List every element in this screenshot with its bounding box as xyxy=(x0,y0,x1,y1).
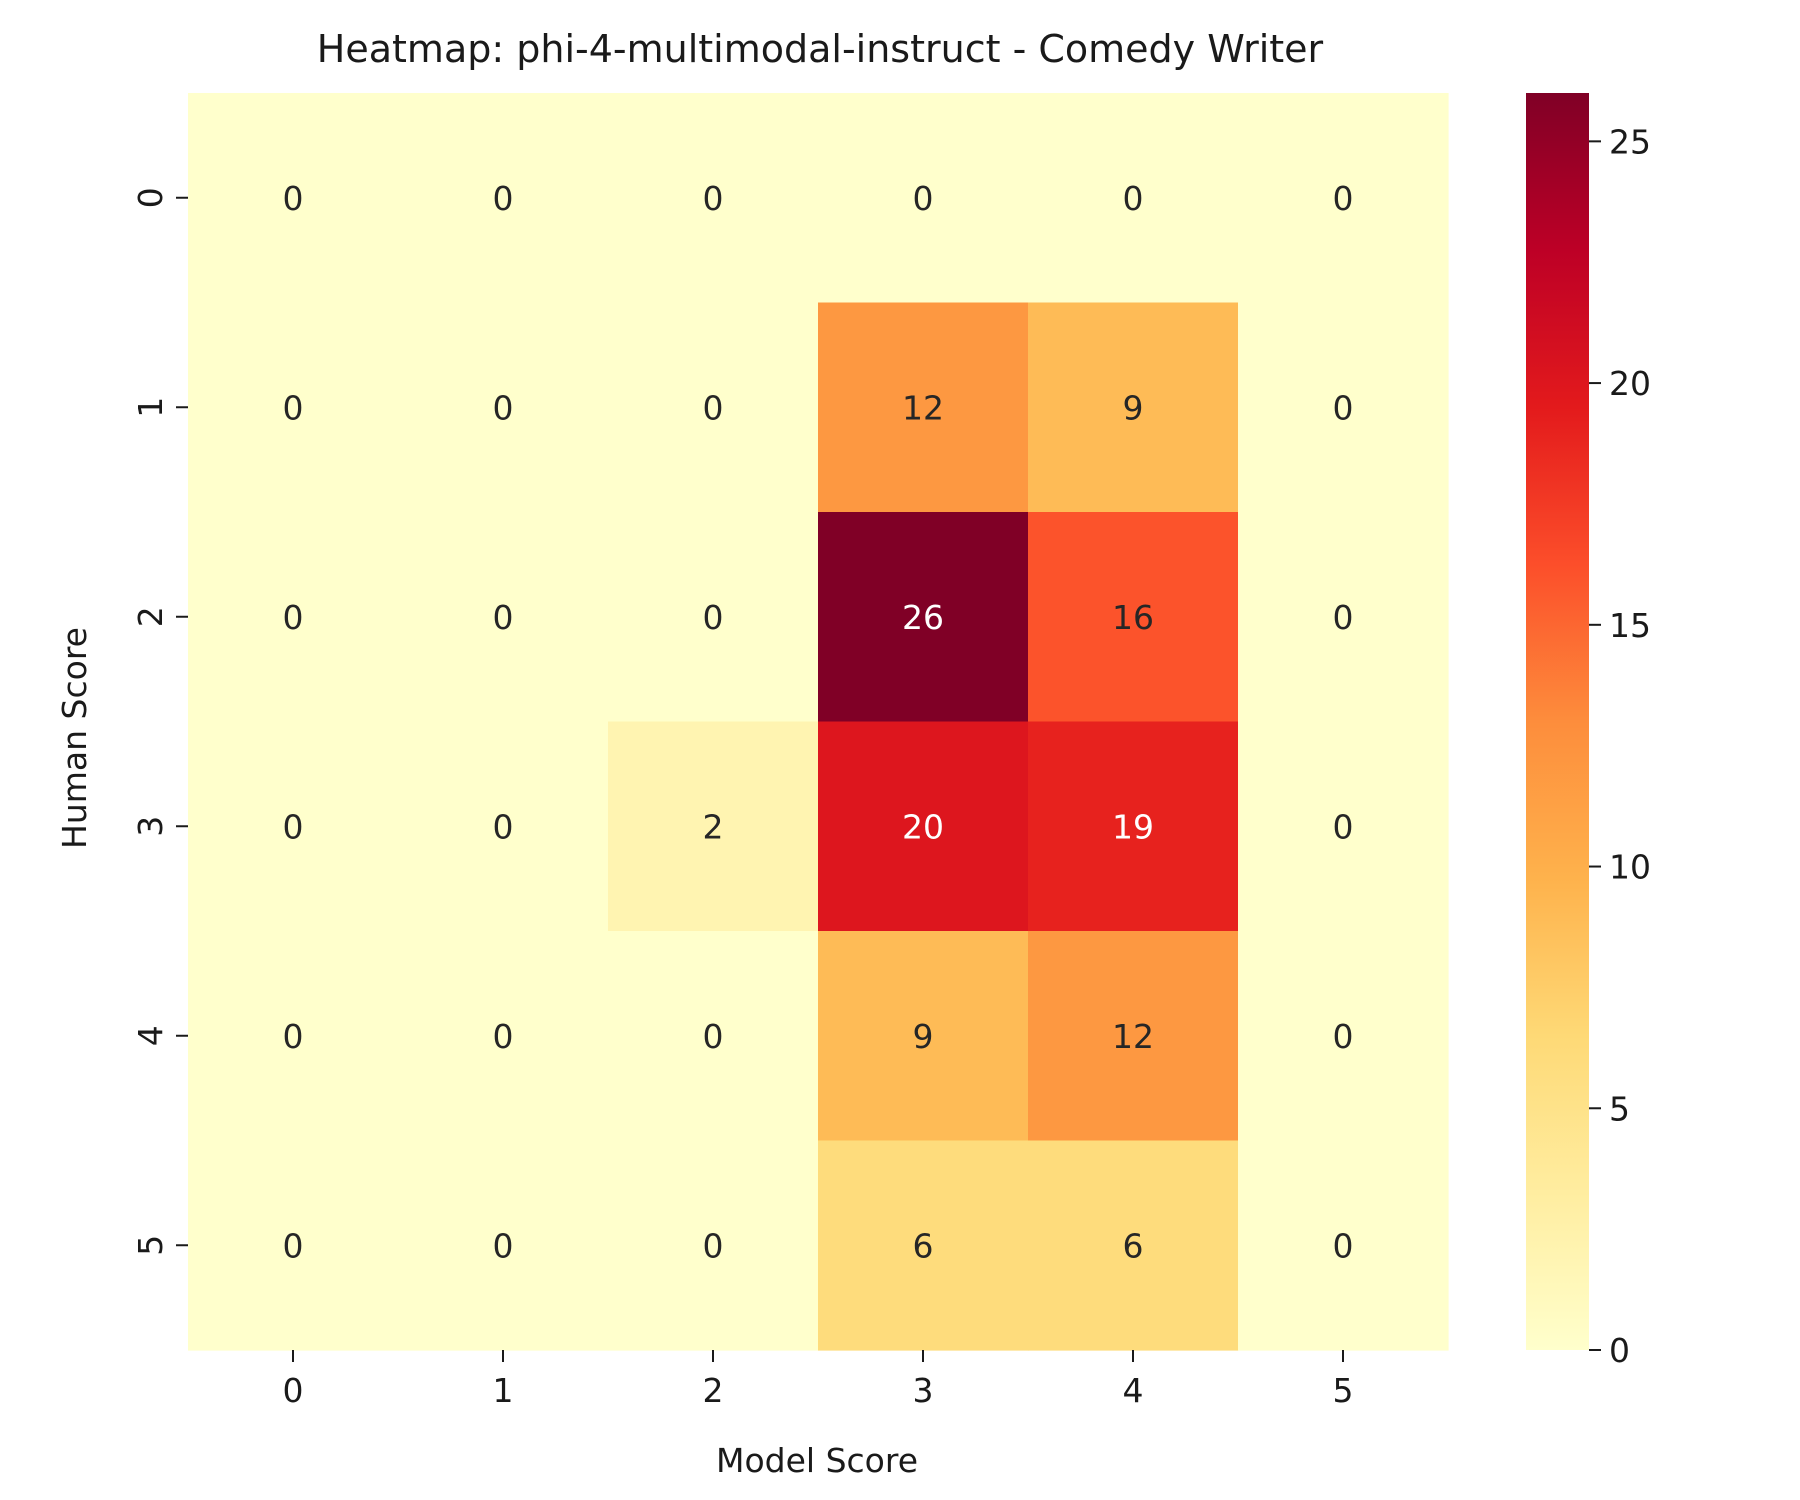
heatmap-cell xyxy=(1238,1140,1449,1351)
heatmap-cell xyxy=(608,302,819,513)
cell-value-label: 0 xyxy=(493,388,514,427)
cell-value-label: 0 xyxy=(703,598,724,637)
y-tick-label: 2 xyxy=(131,606,170,627)
cell-value-label: 6 xyxy=(1123,1226,1144,1265)
heatmap-cell xyxy=(398,721,609,932)
cell-value-label: 20 xyxy=(902,807,944,846)
heatmap-cell xyxy=(818,302,1029,513)
heatmap-cell xyxy=(1028,931,1239,1142)
heatmap-cell xyxy=(1238,512,1449,723)
heatmap-cell xyxy=(398,302,609,513)
heatmap-cell xyxy=(398,512,609,723)
cell-value-label: 0 xyxy=(283,598,304,637)
heatmap-cell xyxy=(398,1140,609,1351)
x-tick-label: 2 xyxy=(703,1371,724,1410)
heatmap-cell xyxy=(818,93,1029,304)
x-tick-label: 5 xyxy=(1333,1371,1354,1410)
heatmap-cell xyxy=(1028,1140,1239,1351)
x-axis: 0 1 2 3 4 5 xyxy=(283,1350,1354,1410)
heatmap-cell xyxy=(1238,721,1449,932)
heatmap-cell xyxy=(188,512,399,723)
cell-value-label: 0 xyxy=(493,598,514,637)
colorbar-tick-label: 5 xyxy=(1609,1089,1630,1128)
cell-value-label: 0 xyxy=(1333,388,1354,427)
cell-value-label: 0 xyxy=(283,388,304,427)
cell-value-label: 12 xyxy=(1112,1017,1154,1056)
cell-value-label: 0 xyxy=(1333,807,1354,846)
y-tick-label: 5 xyxy=(131,1235,170,1256)
heatmap-cells: 0 0 0 0 0 0 0 0 0 12 9 0 0 0 0 26 16 0 0 0 2 20 19 0 0 0 0 9 12 0 0 0 0 6… xyxy=(188,93,1449,1351)
cell-value-label: 0 xyxy=(283,1017,304,1056)
x-axis-label: Model Score xyxy=(716,1441,918,1480)
heatmap-cell xyxy=(608,93,819,304)
cell-value-label: 0 xyxy=(1333,1226,1354,1265)
cell-value-label: 2 xyxy=(703,807,724,846)
cell-value-label: 0 xyxy=(703,179,724,218)
colorbar-tick-label: 0 xyxy=(1609,1331,1630,1370)
heatmap-cell xyxy=(188,302,399,513)
heatmap-cell xyxy=(818,1140,1029,1351)
cell-value-label: 0 xyxy=(493,1226,514,1265)
cell-value-label: 9 xyxy=(1123,388,1144,427)
y-tick-label: 0 xyxy=(131,187,170,208)
cell-value-label: 9 xyxy=(913,1017,934,1056)
cell-value-label: 12 xyxy=(902,388,944,427)
y-axis: 0 1 2 3 4 5 xyxy=(131,187,188,1256)
cell-value-label: 0 xyxy=(493,1017,514,1056)
cell-value-label: 26 xyxy=(902,598,944,637)
colorbar-axis: 0 5 10 15 20 25 xyxy=(1589,122,1651,1370)
heatmap-cell xyxy=(1028,721,1239,932)
heatmap-cell xyxy=(1238,302,1449,513)
y-axis-label: Human Score xyxy=(55,627,94,849)
cell-value-label: 16 xyxy=(1112,598,1154,637)
x-tick-label: 4 xyxy=(1123,1371,1144,1410)
heatmap-cell xyxy=(188,93,399,304)
heatmap-cell xyxy=(188,1140,399,1351)
colorbar-tick-label: 20 xyxy=(1609,364,1651,403)
colorbar-tick-label: 15 xyxy=(1609,606,1651,645)
cell-value-label: 0 xyxy=(703,388,724,427)
heatmap-cell xyxy=(608,931,819,1142)
x-tick-label: 3 xyxy=(913,1371,934,1410)
heatmap-cell xyxy=(608,721,819,932)
cell-value-label: 0 xyxy=(1333,179,1354,218)
cell-value-label: 0 xyxy=(283,1226,304,1265)
colorbar-tick-label: 25 xyxy=(1609,122,1651,161)
cell-value-label: 0 xyxy=(283,807,304,846)
colorbar-tick-label: 10 xyxy=(1609,848,1651,887)
colorbar xyxy=(1526,93,1589,1350)
x-tick-label: 0 xyxy=(283,1371,304,1410)
heatmap-cell xyxy=(1028,93,1239,304)
cell-value-label: 0 xyxy=(913,179,934,218)
cell-value-label: 0 xyxy=(1333,1017,1354,1056)
cell-value-label: 0 xyxy=(493,807,514,846)
chart-title: Heatmap: phi-4-multimodal-instruct - Com… xyxy=(317,27,1324,71)
y-tick-label: 1 xyxy=(131,397,170,418)
cell-value-label: 0 xyxy=(703,1226,724,1265)
heatmap-cell xyxy=(1028,302,1239,513)
x-tick-label: 1 xyxy=(493,1371,514,1410)
cell-value-label: 0 xyxy=(283,179,304,218)
heatmap-cell xyxy=(1238,93,1449,304)
heatmap-cell xyxy=(608,512,819,723)
heatmap-cell xyxy=(188,931,399,1142)
y-tick-label: 3 xyxy=(131,816,170,837)
heatmap-cell xyxy=(1238,931,1449,1142)
heatmap-cell xyxy=(188,721,399,932)
heatmap-cell xyxy=(398,931,609,1142)
cell-value-label: 6 xyxy=(913,1226,934,1265)
heatmap-cell xyxy=(608,1140,819,1351)
cell-value-label: 0 xyxy=(1333,598,1354,637)
heatmap-cell xyxy=(1028,512,1239,723)
heatmap-cell xyxy=(398,93,609,304)
heatmap-cell xyxy=(818,721,1029,932)
cell-value-label: 0 xyxy=(703,1017,724,1056)
y-tick-label: 4 xyxy=(131,1025,170,1046)
heatmap-cell xyxy=(818,931,1029,1142)
cell-value-label: 0 xyxy=(493,179,514,218)
cell-value-label: 0 xyxy=(1123,179,1144,218)
heatmap-cell xyxy=(818,512,1029,723)
cell-value-label: 19 xyxy=(1112,807,1154,846)
